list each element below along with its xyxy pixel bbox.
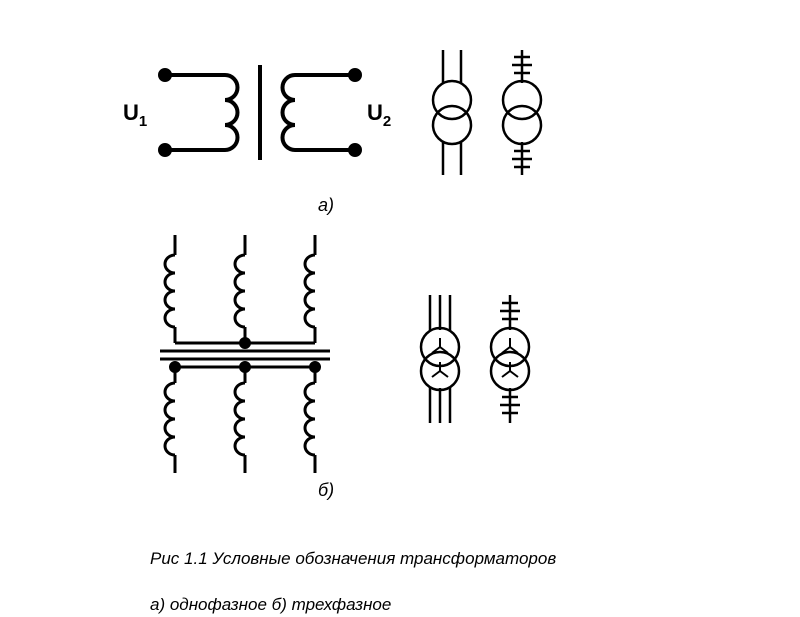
- u2-label: U2: [367, 100, 391, 130]
- single-phase-primary-winding: [160, 70, 238, 155]
- single-phase-circle-symbol: [433, 50, 471, 175]
- three-phase-winding-symbol: [160, 235, 330, 473]
- u1-label: U1: [123, 100, 147, 130]
- figure-caption: Рис 1.1 Условные обозначения трансформат…: [150, 525, 556, 617]
- three-phase-circle-symbol: [421, 295, 459, 423]
- row-b-label: б): [318, 480, 334, 501]
- figure-canvas: U1 U2 а): [0, 0, 800, 600]
- caption-line-2: а) однофазное б) трехфазное: [150, 595, 391, 614]
- single-phase-circle-symbol-ticks: [503, 50, 541, 175]
- row-a-label: а): [318, 195, 334, 216]
- single-phase-secondary-winding: [283, 70, 361, 155]
- three-phase-circle-symbol-ticks: [491, 295, 529, 423]
- row-b-diagram: [0, 225, 800, 485]
- row-a-diagram: U1 U2: [0, 45, 800, 245]
- caption-line-1: Рис 1.1 Условные обозначения трансформат…: [150, 549, 556, 568]
